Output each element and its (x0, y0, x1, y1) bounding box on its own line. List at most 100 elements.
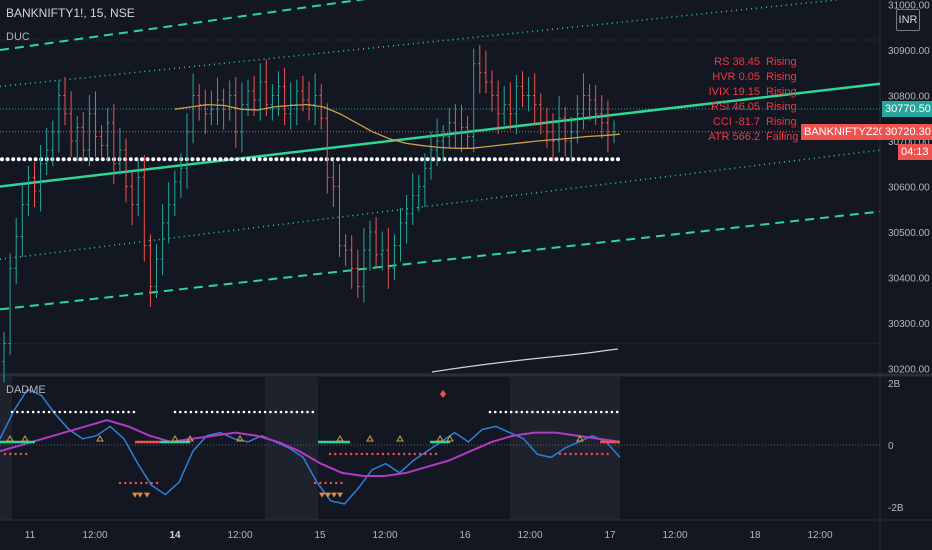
currency-badge[interactable]: INR (896, 9, 920, 31)
support-dot (196, 157, 200, 162)
triangle-marker (171, 435, 179, 442)
band-dot (42, 410, 46, 414)
support-dot (386, 157, 391, 162)
support-dot (464, 157, 469, 162)
stat-trend: Rising (766, 101, 797, 113)
support-dot (72, 157, 77, 162)
lower-band-dot (350, 452, 353, 456)
down-triangle-marker (319, 492, 325, 498)
band-dot (258, 410, 262, 414)
support-dot (151, 157, 156, 162)
lower-band-dot (334, 452, 337, 456)
lower-band-dot (381, 452, 385, 456)
signal-line (0, 419, 621, 477)
band-dot (226, 410, 230, 414)
support-dot (560, 157, 564, 162)
lower-band-dot (574, 452, 578, 456)
support-dot (28, 157, 32, 162)
band-dot (210, 410, 214, 414)
band-dot (53, 410, 56, 414)
price-tick-label: 30500.00 (888, 228, 930, 239)
stat-row: IVIX 19.15 Rising (690, 86, 797, 98)
band-dot (536, 410, 539, 414)
triangle-marker (336, 435, 344, 442)
support-dot (240, 157, 245, 162)
support-dot (526, 157, 531, 162)
stat-row: RSI 46.05 Rising (690, 101, 797, 113)
subpane-tick-label: 0 (888, 441, 894, 452)
price-tick-label: 30700.00 (888, 137, 930, 148)
support-dot (593, 157, 598, 162)
support-dot (145, 157, 150, 162)
down-triangle-marker (337, 492, 343, 498)
stat-row: ATR 566.2 Falling (690, 131, 798, 143)
band-dot (557, 410, 561, 414)
support-dot (543, 157, 548, 162)
time-tick-label: 12:00 (662, 530, 687, 541)
band-dot (100, 410, 104, 414)
band-dot (132, 410, 136, 414)
band-dot (26, 410, 30, 414)
support-dot (425, 157, 430, 162)
band-dot (263, 410, 267, 414)
support-dot (224, 157, 228, 162)
support-dot (296, 157, 301, 162)
price-tick-label: 31000.00 (888, 1, 930, 12)
band-dot (21, 410, 24, 414)
time-tick-label: 17 (604, 530, 616, 541)
band-dot (494, 410, 497, 414)
support-dot (156, 157, 161, 162)
low-signal-dot (335, 481, 338, 485)
band-dot (615, 410, 619, 414)
lower-band-dot (328, 452, 332, 456)
band-dot (311, 410, 315, 414)
moving-average-line (174, 103, 621, 149)
subpane-tick-label: -2B (888, 503, 904, 514)
support-dot (397, 157, 402, 162)
support-dot (375, 157, 380, 162)
support-dot (274, 157, 279, 162)
stat-name-value: HVR 0.05 (712, 71, 760, 83)
support-dot (123, 157, 128, 162)
triangle-marker (366, 435, 374, 442)
band-dot (179, 410, 182, 414)
band-dot (610, 410, 614, 414)
support-dot (403, 157, 408, 162)
band-dot (509, 410, 513, 414)
lower-band-dot (408, 452, 411, 456)
support-dot (604, 157, 609, 162)
indicator-label[interactable]: DUC (6, 31, 30, 43)
band-dot (205, 410, 209, 414)
triangle-marker (446, 435, 454, 442)
support-dot (207, 157, 212, 162)
lower-band-dot (569, 452, 572, 456)
band-dot (189, 410, 193, 414)
band-dot (285, 410, 288, 414)
low-signal-dot (324, 481, 327, 485)
triangle-marker (96, 435, 104, 442)
support-dot (291, 157, 296, 162)
band-dot (194, 410, 198, 414)
lower-band-dot (14, 452, 17, 456)
lower-band-dot (434, 452, 438, 456)
band-dot (90, 410, 93, 414)
band-dot (568, 410, 571, 414)
support-dot (280, 157, 284, 162)
lower-band-dot (413, 452, 416, 456)
subpane-indicator-label[interactable]: DADME (6, 384, 46, 396)
band-dot (279, 410, 283, 414)
lower-band-dot (580, 452, 583, 456)
support-dot (358, 157, 363, 162)
lower-band-dot (339, 452, 342, 456)
band-dot (232, 410, 235, 414)
time-tick-label: 11 (25, 530, 36, 541)
band-dot (47, 410, 51, 414)
low-signal-dot (155, 481, 159, 485)
channel-lower-dashed (0, 210, 881, 311)
symbol-title[interactable]: BANKNIFTY1!, 15, NSE (6, 6, 135, 20)
support-dot (487, 157, 492, 162)
time-tick-label: 12:00 (227, 530, 252, 541)
lower-band-dot (424, 452, 427, 456)
